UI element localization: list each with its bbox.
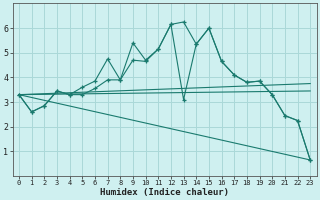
X-axis label: Humidex (Indice chaleur): Humidex (Indice chaleur) [100, 188, 229, 197]
